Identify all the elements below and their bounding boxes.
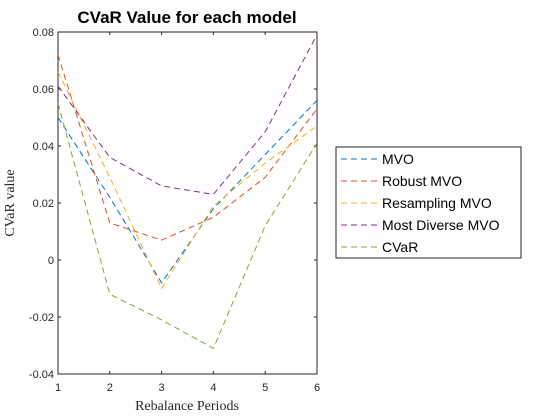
legend: MVO Robust MVO Resampling MVO Most Diverse … [335,146,522,259]
y-tick-label: 0.04 [33,141,54,153]
x-tick-label: 4 [210,382,216,394]
legend-label: CVaR [382,239,418,255]
series-line-mvo [57,100,318,284]
legend-label: Robust MVO [382,173,462,189]
y-tick-label: 0 [48,255,54,267]
y-axis-ticks: -0.04 -0.02 0 0.02 0.04 0.06 0.08 [29,27,317,381]
legend-label: Resampling MVO [382,195,492,211]
legend-label: MVO [382,151,414,167]
y-tick-label: 0.06 [33,84,54,96]
legend-items: MVO Robust MVO Resampling MVO Most Diverse … [341,151,500,255]
x-axis-label: Rebalance Periods [135,399,239,414]
x-tick-label: 5 [262,382,268,394]
series-line-most-diverse-mvo [57,34,318,195]
y-tick-label: 0.08 [33,27,54,39]
x-tick-label: 1 [55,382,61,394]
y-tick-label: 0.02 [33,198,54,210]
x-tick-label: 2 [107,382,113,394]
y-tick-label: -0.04 [29,369,54,381]
series-lines [57,34,318,350]
x-axis-ticks: 1 2 3 4 5 6 [55,32,320,394]
plot-area: 1 2 3 4 5 6 -0.04 -0.02 0 0.02 0.04 0.06 0.08 [29,27,320,394]
y-axis-label: CVaR value [3,169,18,236]
x-tick-label: 3 [159,382,165,394]
chart-title: CVaR Value for each model [77,8,296,27]
series-line-cvar [57,103,318,350]
plot-frame [57,31,318,375]
x-tick-label: 6 [314,382,320,394]
series-line-resampling-mvo [57,71,318,290]
y-tick-label: -0.02 [29,312,54,324]
legend-label: Most Diverse MVO [382,217,500,233]
